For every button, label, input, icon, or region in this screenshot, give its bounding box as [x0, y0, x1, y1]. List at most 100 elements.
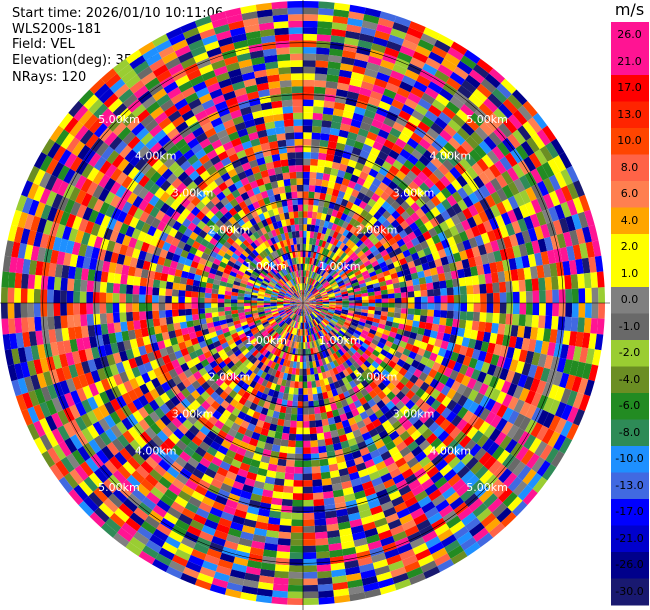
- velocity-bin: [328, 309, 335, 314]
- velocity-bin: [523, 215, 534, 230]
- velocity-bin: [239, 253, 247, 261]
- velocity-bin: [14, 317, 23, 334]
- velocity-bin: [457, 507, 473, 521]
- velocity-bin: [348, 326, 356, 333]
- velocity-bin: [277, 297, 284, 300]
- velocity-bin: [346, 340, 354, 347]
- velocity-bin: [260, 330, 268, 337]
- velocity-bin: [311, 380, 317, 388]
- velocity-bin: [179, 467, 193, 480]
- velocity-bin: [285, 282, 291, 289]
- velocity-bin: [305, 283, 308, 291]
- velocity-bin: [566, 199, 578, 216]
- velocity-bin: [338, 371, 346, 379]
- velocity-bin: [254, 319, 261, 325]
- velocity-bin: [250, 307, 258, 312]
- velocity-bin: [289, 288, 295, 294]
- velocity-bin: [291, 519, 303, 527]
- velocity-bin: [321, 293, 328, 297]
- velocity-bin: [241, 276, 249, 282]
- velocity-bin: [337, 219, 345, 227]
- velocity-bin: [168, 433, 180, 445]
- velocity-bin: [204, 467, 217, 479]
- velocity-bin: [335, 387, 344, 395]
- velocity-bin: [465, 517, 481, 532]
- velocity-bin: [73, 484, 89, 501]
- velocity-bin: [343, 405, 352, 414]
- velocity-bin: [253, 268, 261, 275]
- velocity-bin: [297, 401, 303, 409]
- velocity-bin: [261, 555, 277, 565]
- velocity-bin: [403, 451, 415, 463]
- velocity-bin: [228, 381, 237, 390]
- velocity-bin: [386, 316, 394, 323]
- velocity-bin: [282, 426, 290, 434]
- velocity-bin: [49, 221, 60, 237]
- velocity-bin: [335, 373, 342, 381]
- velocity-bin: [363, 582, 380, 592]
- velocity-bin: [196, 376, 207, 386]
- velocity-bin: [303, 53, 317, 61]
- velocity-bin: [359, 446, 370, 457]
- velocity-bin: [522, 468, 537, 485]
- velocity-bin: [517, 465, 532, 481]
- velocity-bin: [104, 460, 118, 475]
- velocity-bin: [384, 274, 392, 281]
- velocity-bin: [373, 482, 386, 493]
- velocity-bin: [112, 303, 120, 313]
- velocity-bin: [355, 296, 362, 301]
- velocity-bin: [484, 398, 496, 412]
- velocity-bin: [357, 223, 365, 232]
- velocity-bin: [230, 306, 238, 311]
- velocity-bin: [267, 429, 276, 438]
- velocity-bin: [449, 166, 462, 180]
- velocity-bin: [378, 65, 393, 77]
- velocity-bin: [165, 536, 181, 549]
- velocity-bin: [327, 289, 334, 294]
- velocity-bin: [343, 43, 358, 53]
- velocity-bin: [370, 325, 378, 332]
- velocity-bin: [213, 258, 222, 266]
- velocity-bin: [571, 213, 582, 230]
- velocity-bin: [208, 415, 219, 426]
- velocity-bin: [381, 160, 393, 171]
- velocity-bin: [234, 277, 242, 283]
- velocity-bin: [128, 237, 138, 249]
- velocity-bin: [374, 306, 382, 312]
- velocity-bin: [259, 328, 266, 334]
- velocity-bin: [74, 326, 83, 339]
- velocity-bin: [335, 232, 343, 241]
- velocity-bin: [303, 297, 307, 303]
- velocity-bin: [438, 481, 452, 495]
- velocity-bin: [363, 486, 376, 497]
- velocity-bin: [231, 332, 239, 339]
- velocity-bin: [306, 315, 310, 322]
- velocity-bin: [434, 523, 450, 537]
- velocity-bin: [322, 303, 330, 305]
- velocity-bin: [381, 307, 389, 312]
- velocity-bin: [191, 291, 199, 298]
- velocity-bin: [341, 274, 349, 280]
- velocity-bin: [465, 117, 480, 132]
- velocity-bin: [328, 423, 337, 432]
- velocity-bin: [170, 133, 184, 145]
- velocity-bin: [439, 446, 452, 460]
- velocity-bin: [373, 385, 383, 395]
- velocity-bin: [263, 482, 275, 491]
- velocity-bin: [313, 318, 319, 325]
- velocity-bin: [170, 210, 181, 221]
- velocity-bin: [591, 303, 599, 319]
- velocity-bin: [426, 127, 440, 140]
- velocity-bin: [572, 197, 584, 214]
- velocity-bin: [274, 333, 280, 341]
- velocity-bin: [559, 247, 569, 262]
- velocity-bin: [554, 171, 567, 189]
- velocity-bin: [356, 214, 365, 224]
- velocity-bin: [502, 407, 514, 422]
- velocity-bin: [390, 566, 407, 578]
- velocity-bin: [157, 256, 166, 266]
- velocity-bin: [165, 184, 177, 196]
- velocity-bin: [412, 278, 420, 286]
- velocity-bin: [480, 293, 487, 303]
- velocity-bin: [181, 186, 192, 198]
